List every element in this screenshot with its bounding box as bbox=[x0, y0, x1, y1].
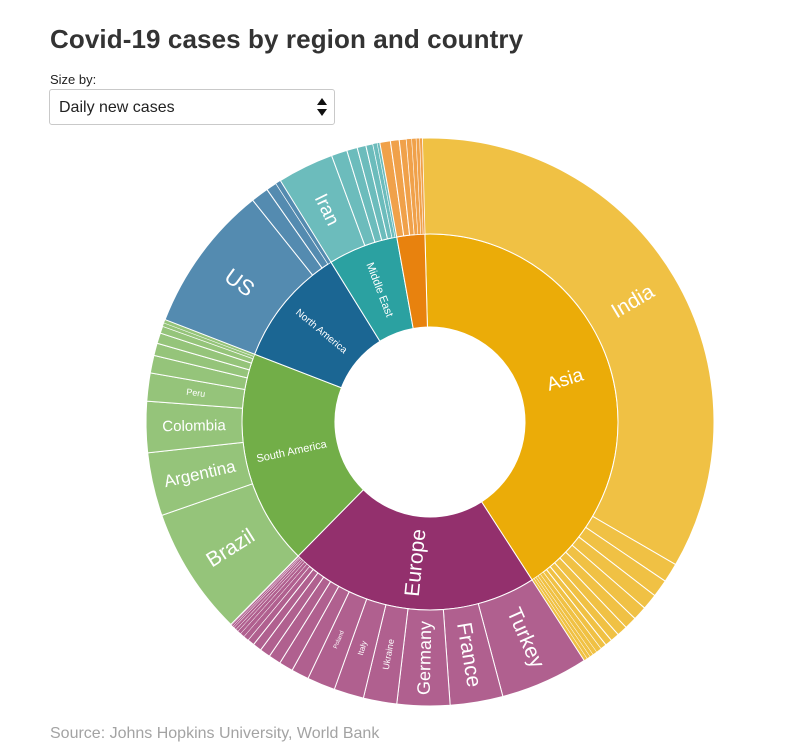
country-label-colombia: Colombia bbox=[162, 417, 226, 435]
size-by-selected-value: Daily new cases bbox=[59, 99, 175, 116]
country-label-peru: Peru bbox=[186, 387, 206, 399]
source-note: Source: Johns Hopkins University, World … bbox=[50, 725, 380, 742]
size-by-select[interactable]: Daily new cases bbox=[49, 89, 335, 125]
country-label-italy: Italy bbox=[356, 640, 369, 657]
chart-title: Covid-19 cases by region and country bbox=[50, 24, 524, 54]
select-arrows-icon bbox=[317, 98, 327, 116]
size-by-label: Size by: bbox=[50, 72, 97, 87]
country-segment-region-5-6[interactable] bbox=[419, 137, 426, 235]
country-label-germany: Germany bbox=[414, 621, 436, 695]
country-segment-india[interactable] bbox=[421, 137, 715, 566]
